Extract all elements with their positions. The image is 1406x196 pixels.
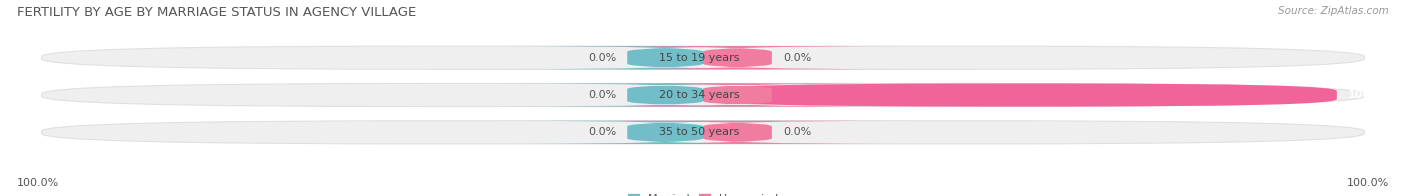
FancyBboxPatch shape (565, 83, 910, 107)
FancyBboxPatch shape (703, 83, 1337, 107)
FancyBboxPatch shape (42, 83, 1364, 107)
Text: 0.0%: 0.0% (783, 127, 811, 137)
Text: 20 to 34 years: 20 to 34 years (659, 90, 740, 100)
FancyBboxPatch shape (496, 46, 834, 69)
Text: 35 to 50 years: 35 to 50 years (659, 127, 740, 137)
Text: 0.0%: 0.0% (588, 90, 616, 100)
Text: 15 to 19 years: 15 to 19 years (659, 53, 740, 63)
Text: 0.0%: 0.0% (588, 53, 616, 63)
FancyBboxPatch shape (565, 121, 910, 144)
FancyBboxPatch shape (496, 121, 834, 144)
Legend: Married, Unmarried: Married, Unmarried (623, 189, 783, 196)
Text: Source: ZipAtlas.com: Source: ZipAtlas.com (1278, 6, 1389, 16)
FancyBboxPatch shape (42, 46, 1364, 69)
Text: 100.0%: 100.0% (1347, 178, 1389, 188)
FancyBboxPatch shape (42, 121, 1364, 144)
Text: 0.0%: 0.0% (783, 53, 811, 63)
Text: 0.0%: 0.0% (588, 127, 616, 137)
Text: 100.0%: 100.0% (1348, 90, 1393, 100)
Text: 100.0%: 100.0% (17, 178, 59, 188)
FancyBboxPatch shape (496, 83, 834, 107)
Text: FERTILITY BY AGE BY MARRIAGE STATUS IN AGENCY VILLAGE: FERTILITY BY AGE BY MARRIAGE STATUS IN A… (17, 6, 416, 19)
FancyBboxPatch shape (565, 46, 910, 69)
